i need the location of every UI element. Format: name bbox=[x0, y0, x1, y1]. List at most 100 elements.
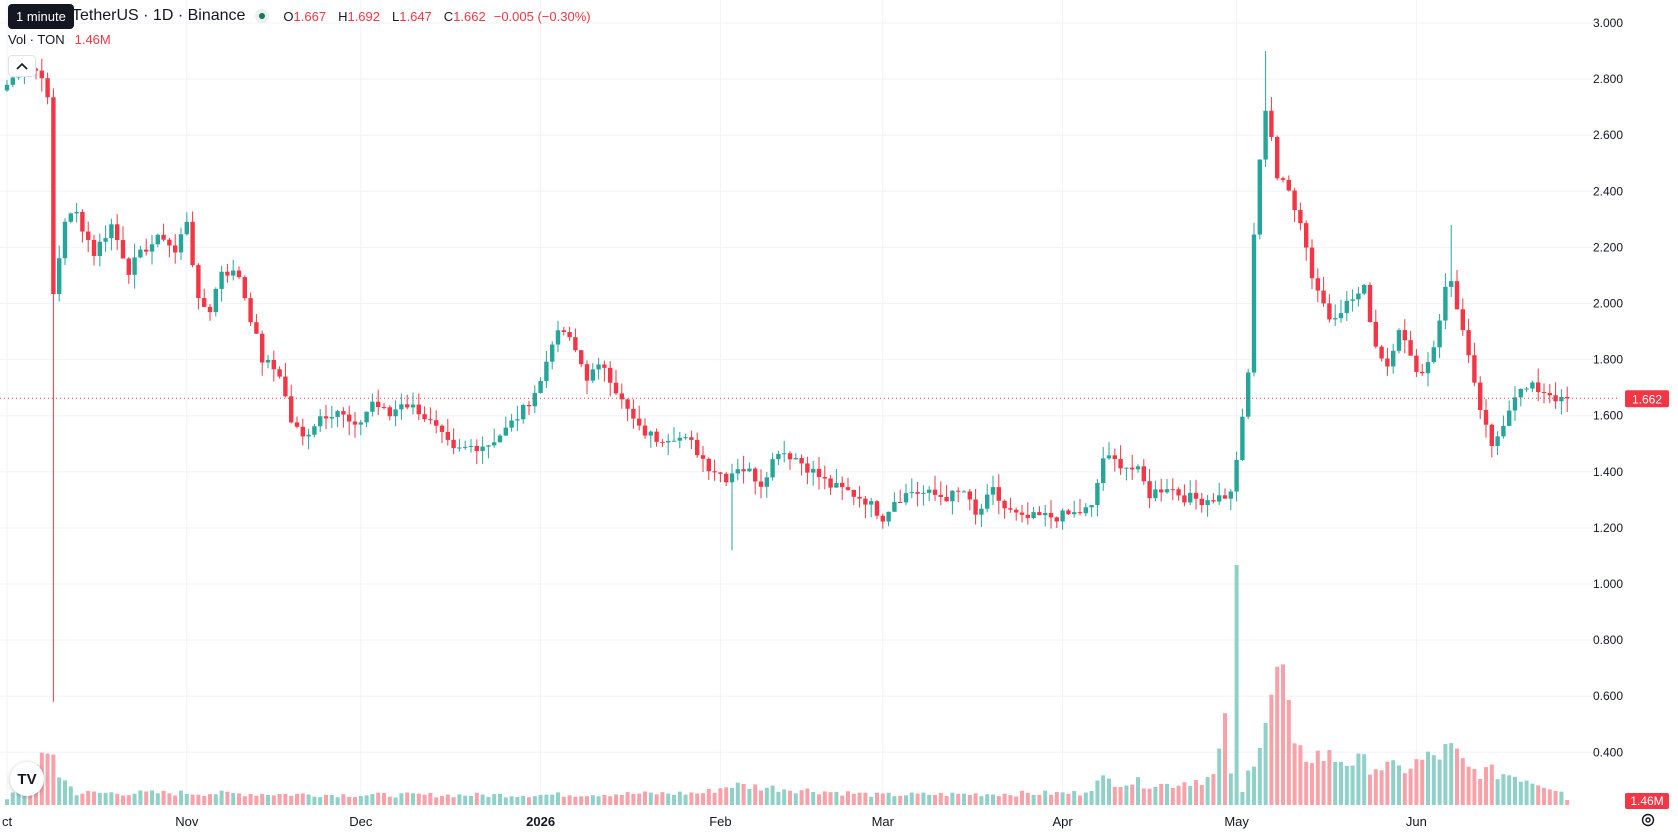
candle-body bbox=[550, 344, 555, 362]
volume-bar bbox=[1054, 791, 1059, 805]
volume-bar bbox=[1252, 766, 1256, 805]
volume-bar bbox=[1095, 780, 1100, 805]
volume-bar bbox=[695, 793, 700, 805]
volume-bar bbox=[51, 754, 56, 805]
candle-body bbox=[515, 419, 520, 421]
volume-bar bbox=[1147, 788, 1152, 805]
volume-bar bbox=[92, 791, 96, 805]
candle-body bbox=[1495, 436, 1500, 446]
candle-body bbox=[1402, 330, 1407, 341]
volume-bar bbox=[347, 796, 352, 805]
candle-body bbox=[654, 431, 659, 442]
volume-bar bbox=[701, 793, 705, 805]
candle-body bbox=[1251, 234, 1257, 373]
volume-bar bbox=[822, 791, 827, 805]
gear-icon[interactable] bbox=[1640, 812, 1656, 831]
candle-body bbox=[1524, 388, 1529, 390]
volume-bar bbox=[353, 797, 357, 805]
volume-bar bbox=[1060, 792, 1065, 805]
candle-body bbox=[10, 77, 15, 85]
volume-bar bbox=[672, 794, 676, 805]
volume-bar bbox=[509, 796, 514, 805]
candle-body bbox=[202, 298, 207, 307]
candle-body bbox=[1199, 498, 1204, 506]
volume-bar bbox=[474, 792, 479, 805]
candle-body bbox=[439, 425, 445, 432]
x-tick-label: Dec bbox=[349, 814, 373, 829]
volume-bar bbox=[1321, 761, 1326, 805]
volume-bar bbox=[538, 794, 543, 805]
candle-body bbox=[1193, 492, 1199, 499]
candle-body bbox=[1298, 209, 1303, 224]
x-tick-label: May bbox=[1224, 814, 1249, 829]
candle-body bbox=[1356, 293, 1361, 300]
volume-bar bbox=[585, 796, 589, 805]
candle-body bbox=[660, 441, 665, 443]
candle-body bbox=[184, 221, 189, 235]
candle-body bbox=[1153, 489, 1158, 499]
volume-bar bbox=[602, 795, 607, 805]
volume-bar bbox=[1049, 794, 1053, 805]
candle-body bbox=[1263, 110, 1268, 160]
volume-bar bbox=[115, 793, 120, 805]
candle-body bbox=[1095, 482, 1100, 506]
volume-bar bbox=[1211, 774, 1216, 805]
volume-bar bbox=[1385, 761, 1390, 805]
candle-body bbox=[91, 239, 97, 256]
volume-bar bbox=[979, 796, 984, 805]
candle-body bbox=[567, 332, 572, 338]
candle-body bbox=[555, 330, 561, 345]
volume-bar bbox=[527, 797, 531, 805]
volume-bar bbox=[364, 795, 369, 805]
candle-body bbox=[410, 404, 416, 408]
volume-bar bbox=[358, 795, 363, 805]
volume-bar bbox=[724, 787, 729, 805]
candle-body bbox=[428, 419, 433, 421]
symbol-title[interactable]: TetherUS · 1D · Binance bbox=[72, 7, 246, 24]
volume-bar bbox=[457, 794, 462, 805]
candle-body bbox=[932, 489, 938, 495]
candle-body bbox=[161, 234, 166, 240]
candle-body bbox=[1321, 290, 1326, 304]
volume-bar bbox=[132, 793, 137, 805]
candle-body bbox=[207, 306, 213, 313]
volume-bar bbox=[190, 794, 195, 805]
y-tick-label: 2.000 bbox=[1593, 297, 1623, 311]
volume-label[interactable]: Vol · TON bbox=[8, 32, 65, 47]
volume-bar bbox=[1455, 748, 1459, 805]
candle-body bbox=[283, 376, 288, 397]
candle-body bbox=[845, 487, 851, 490]
candle-body bbox=[857, 496, 862, 499]
volume-bar bbox=[614, 794, 618, 805]
volume-bar bbox=[399, 793, 404, 805]
volume-bar bbox=[886, 792, 891, 805]
volume-bar bbox=[608, 796, 613, 805]
candle-body bbox=[1333, 318, 1338, 320]
tradingview-logo[interactable]: TV bbox=[10, 762, 44, 796]
volume-bar bbox=[776, 791, 781, 805]
candle-body bbox=[695, 439, 700, 456]
volume-bar bbox=[828, 792, 833, 805]
volume-bar bbox=[532, 796, 537, 805]
volume-bar bbox=[1020, 790, 1024, 805]
volume-bar bbox=[567, 795, 572, 805]
volume-bar bbox=[625, 792, 630, 805]
candle-body bbox=[1536, 382, 1541, 393]
candle-body bbox=[1541, 392, 1547, 394]
volume-bar bbox=[1368, 774, 1372, 805]
candle-body bbox=[1512, 397, 1518, 411]
candle-body bbox=[480, 446, 485, 451]
volume-bar bbox=[1025, 792, 1030, 805]
candle-body bbox=[927, 489, 932, 493]
candle-body bbox=[1031, 512, 1036, 519]
volume-bar bbox=[416, 793, 421, 805]
candle-body bbox=[956, 490, 961, 492]
candle-body bbox=[300, 426, 305, 437]
volume-bar bbox=[237, 793, 241, 805]
candle-body bbox=[1141, 466, 1146, 482]
collapse-legend-button[interactable] bbox=[8, 55, 36, 77]
volume-bar bbox=[341, 794, 346, 805]
volume-bar bbox=[1217, 748, 1222, 805]
candle-body bbox=[231, 270, 236, 276]
